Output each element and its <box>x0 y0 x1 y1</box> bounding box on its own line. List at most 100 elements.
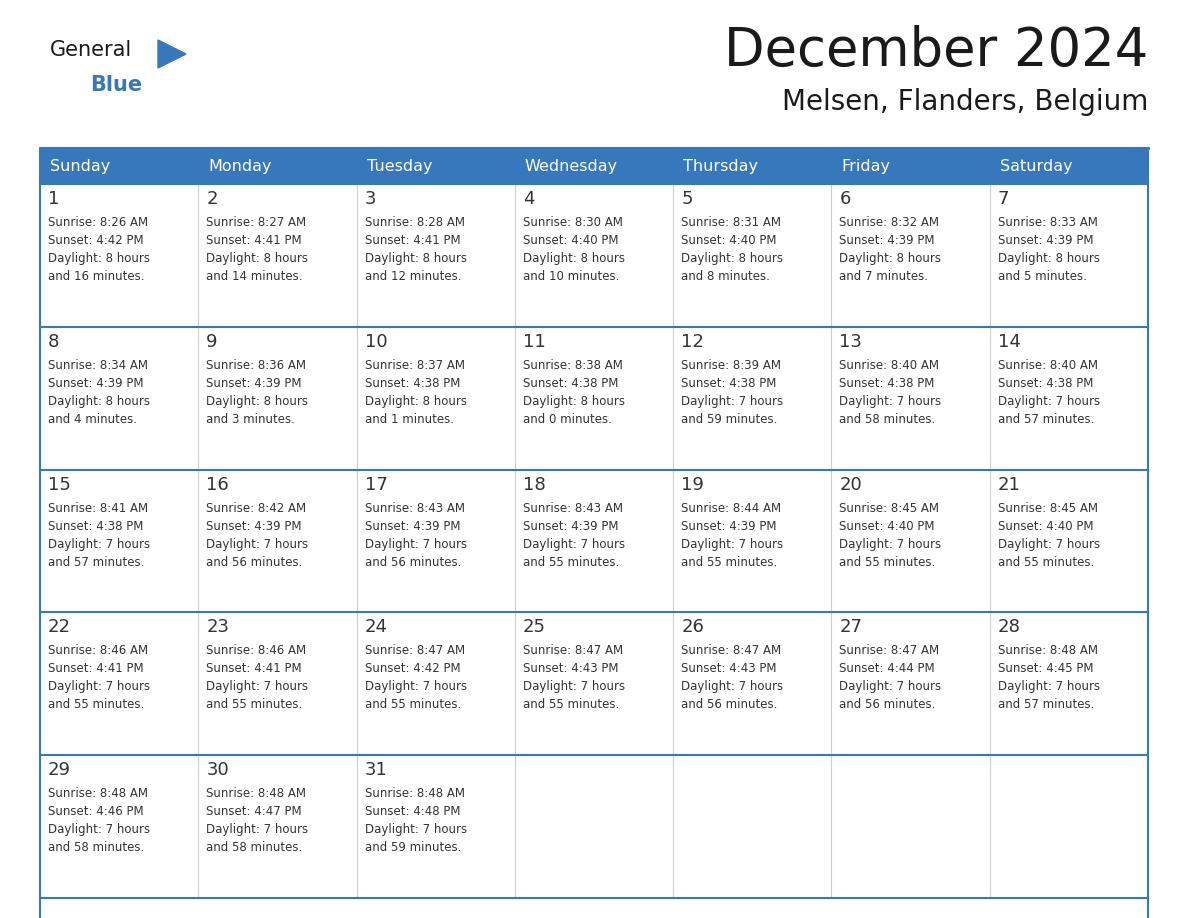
Text: Saturday: Saturday <box>1000 159 1073 174</box>
Text: Blue: Blue <box>90 75 143 95</box>
Bar <box>198 470 356 612</box>
Text: Melsen, Flanders, Belgium: Melsen, Flanders, Belgium <box>782 88 1148 116</box>
Text: Sunset: 4:38 PM: Sunset: 4:38 PM <box>840 376 935 390</box>
Text: 30: 30 <box>207 761 229 779</box>
Text: Daylight: 7 hours: Daylight: 7 hours <box>998 538 1100 551</box>
Bar <box>832 470 990 612</box>
Text: Sunset: 4:41 PM: Sunset: 4:41 PM <box>207 663 302 676</box>
Bar <box>40 756 198 898</box>
Text: Daylight: 7 hours: Daylight: 7 hours <box>840 395 942 408</box>
Text: 7: 7 <box>998 190 1010 208</box>
Text: and 55 minutes.: and 55 minutes. <box>48 699 144 711</box>
Text: and 58 minutes.: and 58 minutes. <box>840 413 936 426</box>
Text: 3: 3 <box>365 190 377 208</box>
Text: Tuesday: Tuesday <box>367 159 432 174</box>
Text: Sunrise: 8:48 AM: Sunrise: 8:48 AM <box>207 788 307 800</box>
Text: Sunset: 4:39 PM: Sunset: 4:39 PM <box>840 234 935 247</box>
Text: and 56 minutes.: and 56 minutes. <box>840 699 936 711</box>
Bar <box>198 184 356 327</box>
Text: Sunrise: 8:43 AM: Sunrise: 8:43 AM <box>523 501 623 515</box>
Text: and 57 minutes.: and 57 minutes. <box>48 555 145 568</box>
Text: 26: 26 <box>681 619 704 636</box>
Polygon shape <box>158 40 187 68</box>
Bar <box>40 148 1148 918</box>
Text: Sunset: 4:41 PM: Sunset: 4:41 PM <box>207 234 302 247</box>
Text: Sunset: 4:41 PM: Sunset: 4:41 PM <box>48 663 144 676</box>
Bar <box>514 756 674 898</box>
Text: Sunset: 4:39 PM: Sunset: 4:39 PM <box>207 520 302 532</box>
Bar <box>40 148 198 184</box>
Text: and 55 minutes.: and 55 minutes. <box>523 555 619 568</box>
Bar <box>40 327 198 470</box>
Text: and 5 minutes.: and 5 minutes. <box>998 270 1087 283</box>
Text: Thursday: Thursday <box>683 159 758 174</box>
Text: and 57 minutes.: and 57 minutes. <box>998 699 1094 711</box>
Text: and 55 minutes.: and 55 minutes. <box>207 699 303 711</box>
Text: 22: 22 <box>48 619 71 636</box>
Text: Daylight: 7 hours: Daylight: 7 hours <box>207 823 309 836</box>
Text: Daylight: 7 hours: Daylight: 7 hours <box>365 538 467 551</box>
Bar <box>832 184 990 327</box>
Text: 8: 8 <box>48 333 59 351</box>
Bar <box>198 148 356 184</box>
Bar <box>514 470 674 612</box>
Text: Sunrise: 8:33 AM: Sunrise: 8:33 AM <box>998 216 1098 229</box>
Text: Sunset: 4:38 PM: Sunset: 4:38 PM <box>365 376 460 390</box>
Text: and 55 minutes.: and 55 minutes. <box>523 699 619 711</box>
Text: 29: 29 <box>48 761 71 779</box>
Text: Sunset: 4:40 PM: Sunset: 4:40 PM <box>523 234 619 247</box>
Bar <box>356 327 514 470</box>
Text: Sunrise: 8:39 AM: Sunrise: 8:39 AM <box>681 359 782 372</box>
Bar <box>514 612 674 756</box>
Text: Daylight: 7 hours: Daylight: 7 hours <box>365 680 467 693</box>
Text: Sunset: 4:46 PM: Sunset: 4:46 PM <box>48 805 144 818</box>
Text: Sunrise: 8:27 AM: Sunrise: 8:27 AM <box>207 216 307 229</box>
Text: 18: 18 <box>523 476 545 494</box>
Text: 1: 1 <box>48 190 59 208</box>
Text: 14: 14 <box>998 333 1020 351</box>
Text: Sunset: 4:48 PM: Sunset: 4:48 PM <box>365 805 460 818</box>
Text: Daylight: 7 hours: Daylight: 7 hours <box>48 538 150 551</box>
Text: 13: 13 <box>840 333 862 351</box>
Bar <box>514 148 674 184</box>
Bar <box>356 612 514 756</box>
Text: and 55 minutes.: and 55 minutes. <box>365 699 461 711</box>
Text: 2: 2 <box>207 190 217 208</box>
Text: Sunset: 4:39 PM: Sunset: 4:39 PM <box>48 376 144 390</box>
Text: Sunrise: 8:40 AM: Sunrise: 8:40 AM <box>840 359 940 372</box>
Text: Sunrise: 8:32 AM: Sunrise: 8:32 AM <box>840 216 940 229</box>
Text: 15: 15 <box>48 476 71 494</box>
Text: Daylight: 7 hours: Daylight: 7 hours <box>207 680 309 693</box>
Text: Sunrise: 8:40 AM: Sunrise: 8:40 AM <box>998 359 1098 372</box>
Text: 25: 25 <box>523 619 545 636</box>
Text: 20: 20 <box>840 476 862 494</box>
Bar <box>356 184 514 327</box>
Text: Daylight: 7 hours: Daylight: 7 hours <box>365 823 467 836</box>
Text: Daylight: 8 hours: Daylight: 8 hours <box>998 252 1100 265</box>
Text: Daylight: 7 hours: Daylight: 7 hours <box>681 538 783 551</box>
Text: 5: 5 <box>681 190 693 208</box>
Bar <box>990 470 1148 612</box>
Text: Sunset: 4:42 PM: Sunset: 4:42 PM <box>48 234 144 247</box>
Text: 4: 4 <box>523 190 535 208</box>
Text: 16: 16 <box>207 476 229 494</box>
Text: and 55 minutes.: and 55 minutes. <box>998 555 1094 568</box>
Text: and 59 minutes.: and 59 minutes. <box>681 413 777 426</box>
Text: 21: 21 <box>998 476 1020 494</box>
Bar <box>832 756 990 898</box>
Text: Sunrise: 8:47 AM: Sunrise: 8:47 AM <box>840 644 940 657</box>
Text: Daylight: 8 hours: Daylight: 8 hours <box>365 395 467 408</box>
Bar <box>990 327 1148 470</box>
Text: Sunset: 4:38 PM: Sunset: 4:38 PM <box>523 376 618 390</box>
Text: Sunset: 4:39 PM: Sunset: 4:39 PM <box>998 234 1093 247</box>
Text: and 1 minutes.: and 1 minutes. <box>365 413 454 426</box>
Text: 9: 9 <box>207 333 217 351</box>
Text: 6: 6 <box>840 190 851 208</box>
Text: Sunset: 4:38 PM: Sunset: 4:38 PM <box>681 376 777 390</box>
Text: Sunrise: 8:43 AM: Sunrise: 8:43 AM <box>365 501 465 515</box>
Text: Sunrise: 8:47 AM: Sunrise: 8:47 AM <box>365 644 465 657</box>
Text: Daylight: 8 hours: Daylight: 8 hours <box>48 252 150 265</box>
Bar <box>514 327 674 470</box>
Text: Daylight: 7 hours: Daylight: 7 hours <box>998 395 1100 408</box>
Bar <box>990 148 1148 184</box>
